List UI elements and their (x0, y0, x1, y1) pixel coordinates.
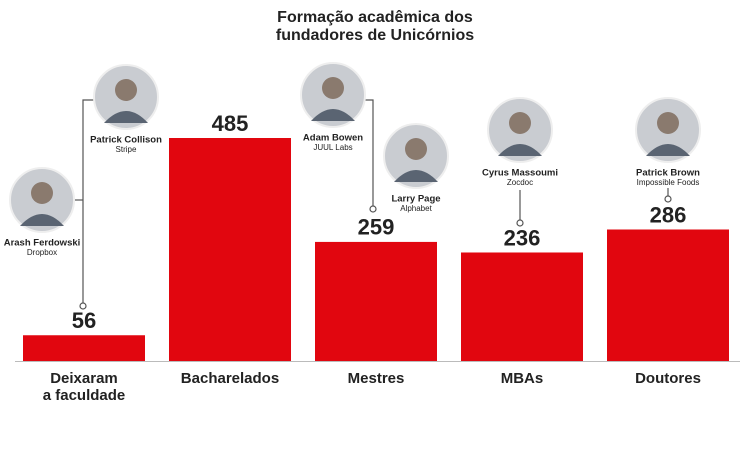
data-label: 286 (650, 202, 687, 227)
data-label: 485 (212, 111, 249, 136)
bar (315, 241, 437, 361)
x-tick-label: Deixaram (50, 370, 118, 387)
bar (607, 229, 729, 361)
data-label: 236 (504, 225, 541, 250)
portrait-head (509, 112, 531, 134)
data-label: 56 (72, 308, 96, 333)
bar (169, 138, 291, 361)
chart-title: Formação acadêmica dos (277, 9, 473, 26)
portrait-head (405, 138, 427, 160)
bar (461, 252, 583, 361)
portrait-body (646, 144, 690, 156)
person-company: Impossible Foods (637, 178, 700, 187)
x-tick-label: a faculdade (43, 387, 126, 404)
person-name: Arash Ferdowski (4, 238, 81, 249)
chart-title: fundadores de Unicórnios (276, 27, 474, 44)
x-tick-label: Mestres (348, 370, 405, 387)
portrait-body (394, 170, 438, 182)
person-company: Stripe (116, 145, 137, 154)
x-tick-label: Doutores (635, 370, 701, 387)
data-label: 259 (358, 215, 395, 240)
person-name: Adam Bowen (303, 133, 363, 144)
person-name: Cyrus Massoumi (482, 168, 558, 179)
person-company: JUUL Labs (313, 143, 352, 152)
x-tick-label: Bacharelados (181, 370, 279, 387)
connectors (74, 99, 669, 305)
portrait-body (498, 144, 542, 156)
portrait-head (657, 112, 679, 134)
person-company: Alphabet (400, 204, 432, 213)
portrait-head (322, 77, 344, 99)
person-company: Dropbox (27, 248, 57, 257)
portrait-head (115, 79, 137, 101)
portrait-head (31, 182, 53, 204)
bar (23, 335, 145, 361)
portrait-body (104, 111, 148, 123)
portrait-body (311, 109, 355, 121)
person-name: Patrick Brown (636, 168, 700, 179)
connector-dots (79, 195, 672, 310)
portrait-body (20, 214, 64, 226)
x-tick-label: MBAs (501, 370, 544, 387)
person-name: Larry Page (391, 194, 440, 205)
person-company: Zocdoc (507, 178, 533, 187)
person-name: Patrick Collison (90, 135, 162, 146)
